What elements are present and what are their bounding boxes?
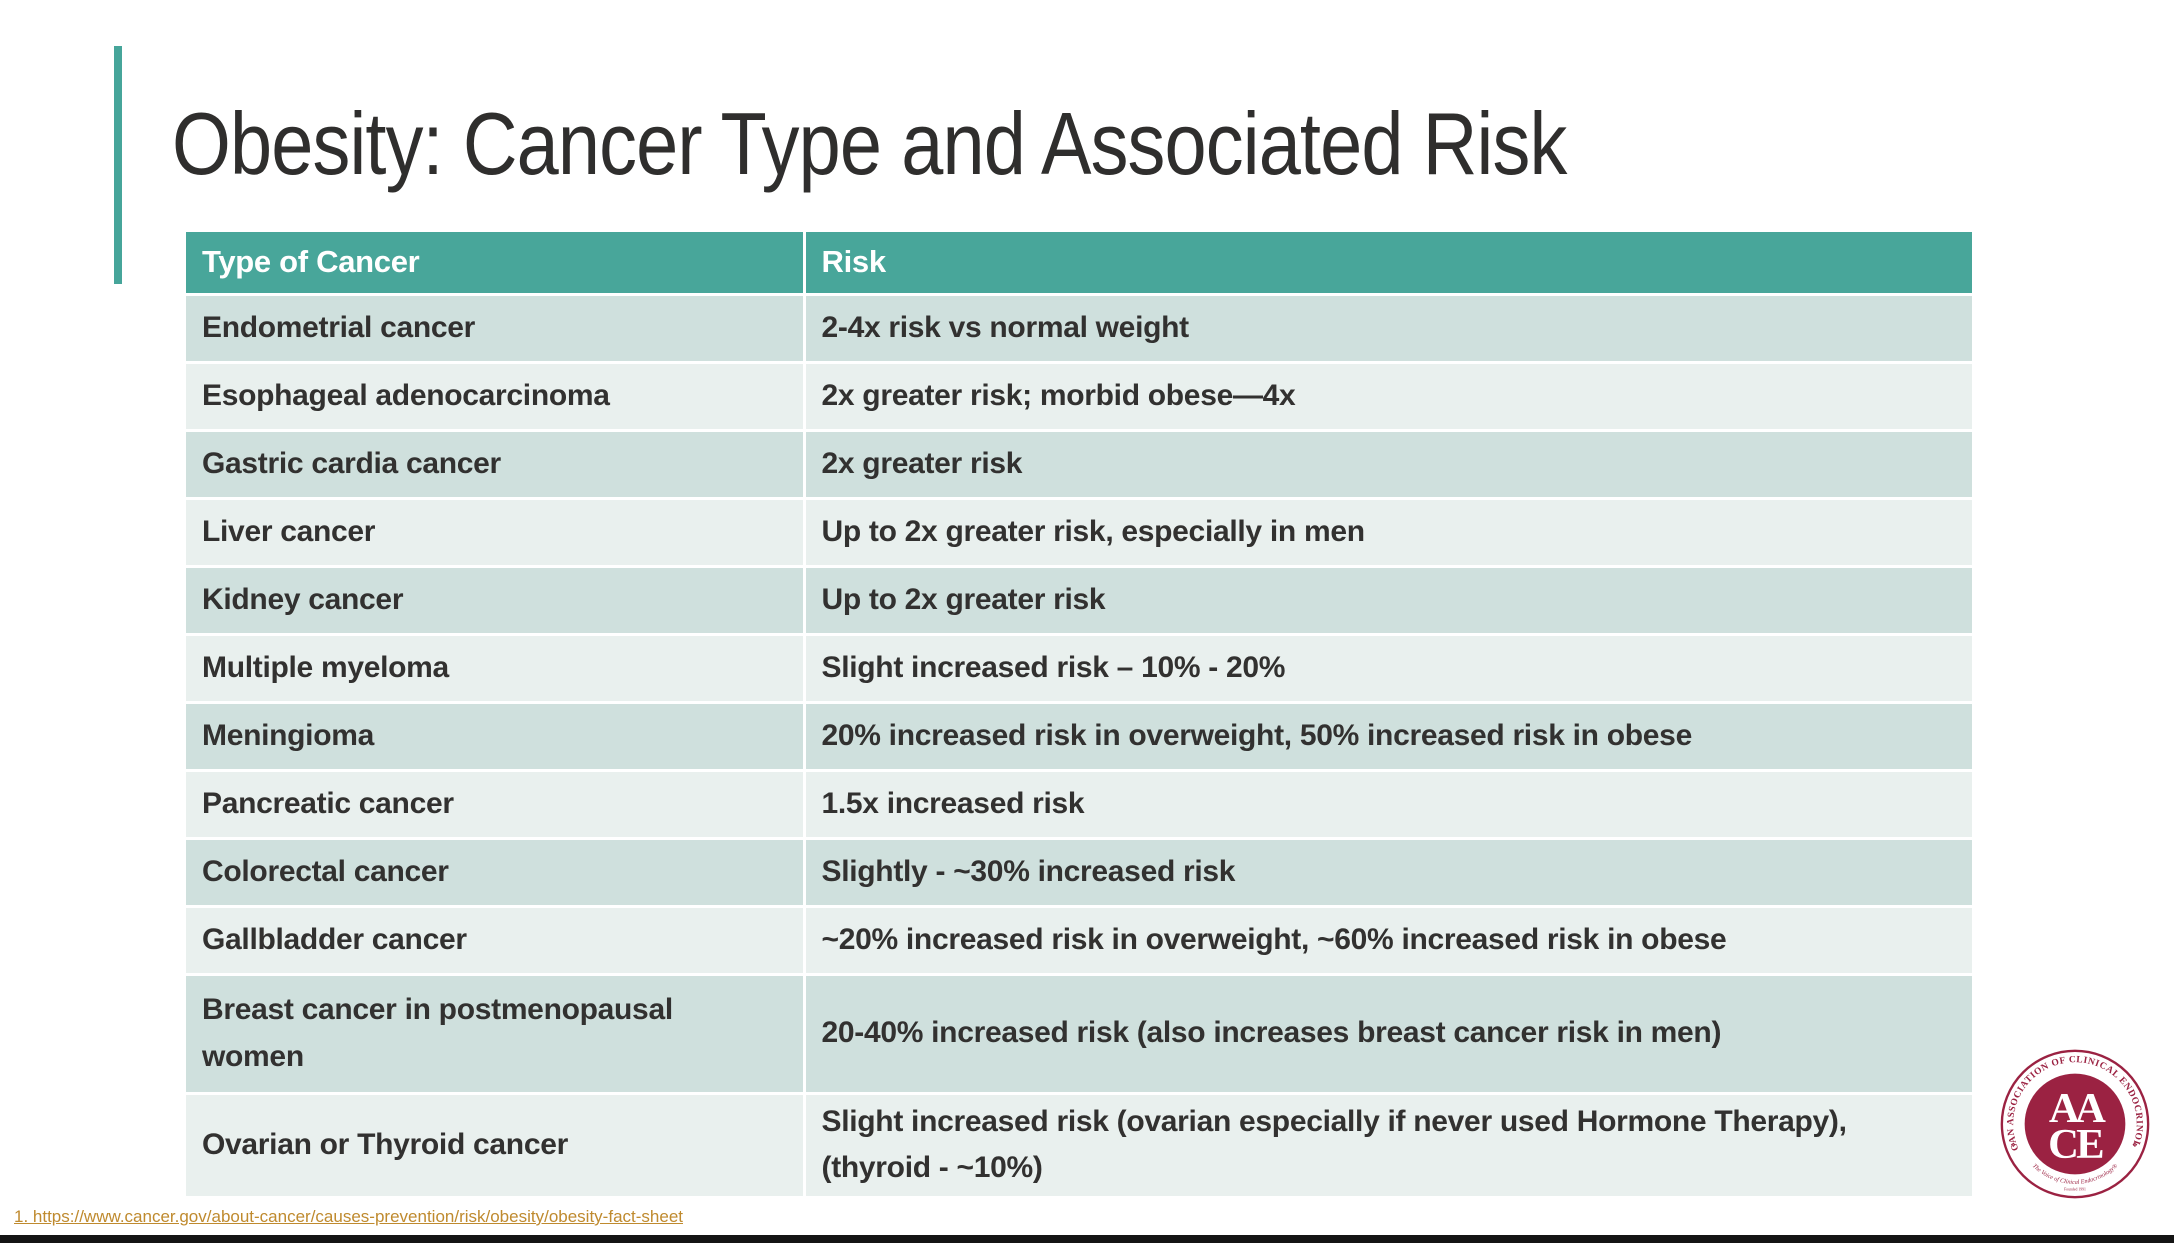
cancer-type-cell: Ovarian or Thyroid cancer xyxy=(186,1093,806,1199)
risk-cell: 1.5x increased risk xyxy=(804,770,1972,840)
table-row: Liver cancer Up to 2x greater risk, espe… xyxy=(186,498,1972,568)
risk-cell: ~20% increased risk in overweight, ~60% … xyxy=(804,906,1972,976)
logo-inner-disc xyxy=(2024,1073,2126,1175)
risk-cell: Slight increased risk (ovarian especiall… xyxy=(804,1093,1972,1199)
cancer-type-cell: Colorectal cancer xyxy=(186,838,806,908)
source-link[interactable]: 1. https://www.cancer.gov/about-cancer/c… xyxy=(14,1207,683,1226)
cancer-type-cell: Gastric cardia cancer xyxy=(186,430,806,500)
risk-cell: 20-40% increased risk (also increases br… xyxy=(804,974,1972,1095)
risk-cell: Up to 2x greater risk xyxy=(804,566,1972,636)
bottom-bar xyxy=(0,1235,2174,1243)
table-row: Gastric cardia cancer 2x greater risk xyxy=(186,430,1972,500)
logo-monogram-bottom: CE xyxy=(2048,1121,2103,1168)
cancer-type-cell: Multiple myeloma xyxy=(186,634,806,704)
cancer-type-cell: Gallbladder cancer xyxy=(186,906,806,976)
cancer-type-cell: Liver cancer xyxy=(186,498,806,568)
risk-cell: 2x greater risk; morbid obese—4x xyxy=(804,362,1972,432)
table-row: Endometrial cancer 2-4x risk vs normal w… xyxy=(186,294,1972,364)
risk-cell: Slightly - ~30% increased risk xyxy=(804,838,1972,908)
logo-ornament-right-icon: ❖ xyxy=(2132,1142,2138,1149)
page-title: Obesity: Cancer Type and Associated Risk xyxy=(172,94,1567,193)
table-row: Kidney cancer Up to 2x greater risk xyxy=(186,566,1972,636)
risk-cell: 2-4x risk vs normal weight xyxy=(804,294,1972,364)
cancer-type-cell: Pancreatic cancer xyxy=(186,770,806,840)
aace-logo: AMERICAN ASSOCIATION OF CLINICAL ENDOCRI… xyxy=(1999,1048,2150,1199)
table-row: Ovarian or Thyroid cancer Slight increas… xyxy=(186,1093,1972,1199)
table-row: Pancreatic cancer 1.5x increased risk xyxy=(186,770,1972,840)
risk-cell: Slight increased risk – 10% - 20% xyxy=(804,634,1972,704)
table-row: Gallbladder cancer ~20% increased risk i… xyxy=(186,906,1972,976)
table-row: Breast cancer in postmenopausal women 20… xyxy=(186,974,1972,1095)
cancer-type-cell: Endometrial cancer xyxy=(186,294,806,364)
table-row: Multiple myeloma Slight increased risk –… xyxy=(186,634,1972,704)
column-header-risk: Risk xyxy=(804,232,1972,296)
column-header-type-of-cancer: Type of Cancer xyxy=(186,232,806,296)
risk-cell: 20% increased risk in overweight, 50% in… xyxy=(804,702,1972,772)
risk-cell: Up to 2x greater risk, especially in men xyxy=(804,498,1972,568)
cancer-risk-table: Type of Cancer Risk Endometrial cancer 2… xyxy=(186,232,1972,1199)
logo-ornament-left-icon: ❖ xyxy=(2010,1142,2016,1149)
table-row: Meningioma 20% increased risk in overwei… xyxy=(186,702,1972,772)
cancer-type-cell: Breast cancer in postmenopausal women xyxy=(186,974,806,1095)
accent-bar xyxy=(114,46,122,284)
table-row: Colorectal cancer Slightly - ~30% increa… xyxy=(186,838,1972,908)
table-header-row: Type of Cancer Risk xyxy=(186,232,1972,296)
logo-monogram-top: AA xyxy=(2049,1085,2106,1132)
cancer-type-cell: Kidney cancer xyxy=(186,566,806,636)
cancer-type-cell: Meningioma xyxy=(186,702,806,772)
logo-founded-text: Founded 1991 xyxy=(2064,1188,2086,1192)
cancer-type-cell: Esophageal adenocarcinoma xyxy=(186,362,806,432)
table-row: Esophageal adenocarcinoma 2x greater ris… xyxy=(186,362,1972,432)
risk-cell: 2x greater risk xyxy=(804,430,1972,500)
